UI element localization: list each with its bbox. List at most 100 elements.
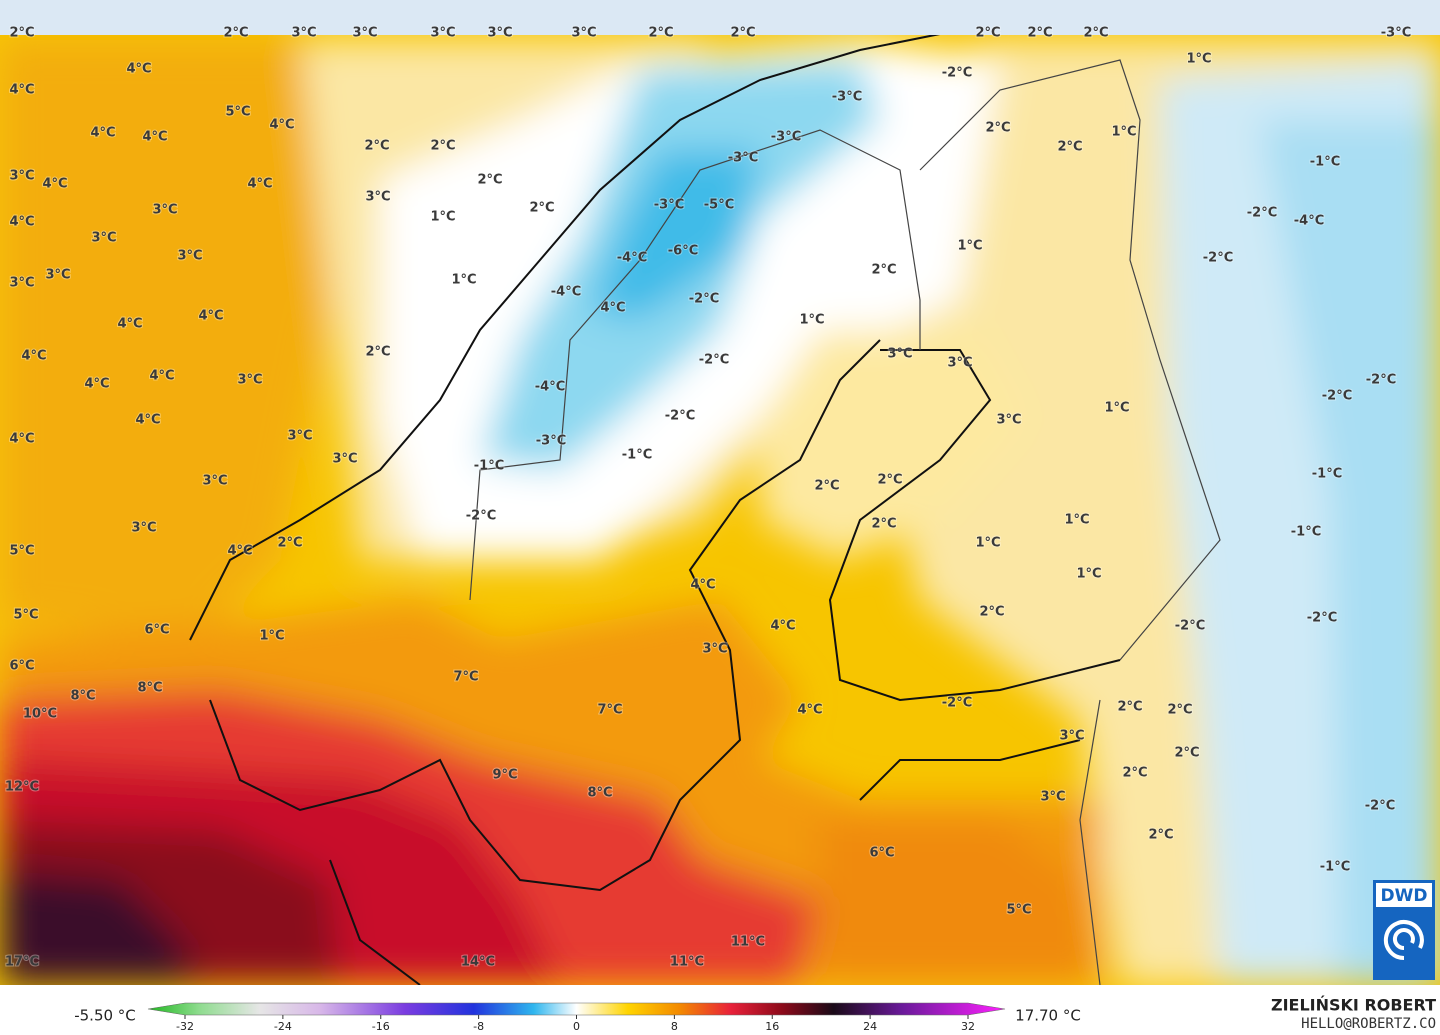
temperature-label: 8°C (587, 786, 612, 801)
temperature-label: 3°C (571, 26, 596, 41)
temperature-field (0, 0, 1440, 985)
temperature-label: 4°C (21, 349, 46, 364)
temperature-label: 2°C (985, 121, 1010, 136)
colorbar-tick-label: 0 (573, 1020, 580, 1033)
temperature-label: 3°C (45, 268, 70, 283)
temperature-label: 1°C (451, 273, 476, 288)
temperature-label: -2°C (942, 66, 972, 81)
temperature-label: 2°C (877, 473, 902, 488)
temperature-label: 2°C (477, 173, 502, 188)
colorbar-tick-label: -16 (372, 1020, 390, 1033)
colorbar-min: -5.50 °C (74, 1007, 136, 1025)
temperature-label: 2°C (277, 536, 302, 551)
temperature-label: 4°C (90, 126, 115, 141)
temperature-label: 1°C (1104, 401, 1129, 416)
temperature-label: 1°C (430, 210, 455, 225)
temperature-label: 3°C (996, 413, 1021, 428)
temperature-label: 3°C (702, 642, 727, 657)
temperature-label: 6°C (144, 623, 169, 638)
temperature-label: 3°C (9, 169, 34, 184)
temperature-label: -3°C (536, 434, 566, 449)
temperature-label: 6°C (9, 659, 34, 674)
temperature-label: 3°C (91, 231, 116, 246)
temperature-label: 5°C (1006, 903, 1031, 918)
colorbar-tick-label: -32 (176, 1020, 194, 1033)
temperature-label: -3°C (1381, 26, 1411, 41)
temperature-label: 5°C (225, 105, 250, 120)
temperature-label: -1°C (1312, 467, 1342, 482)
temperature-label: 3°C (202, 474, 227, 489)
colorbar-tick-label: -8 (473, 1020, 484, 1033)
dwd-logo: DWD (1373, 880, 1435, 980)
temperature-label: -1°C (1310, 155, 1340, 170)
temperature-label: 17°C (5, 955, 39, 970)
temperature-label: 2°C (814, 479, 839, 494)
temperature-label: 2°C (975, 26, 1000, 41)
logo-text: DWD (1381, 886, 1428, 906)
temperature-label: -1°C (1291, 525, 1321, 540)
temperature-label: 2°C (1117, 700, 1142, 715)
temperature-label: 3°C (291, 26, 316, 41)
temperature-label: 3°C (887, 347, 912, 362)
temperature-label: 10°C (23, 707, 57, 722)
temperature-label: -1°C (474, 459, 504, 474)
colorbar-max: 17.70 °C (1015, 1007, 1081, 1025)
colorbar-tick-label: 24 (863, 1020, 877, 1033)
temperature-label: 3°C (131, 521, 156, 536)
temperature-label: -2°C (1247, 206, 1277, 221)
temperature-label: 2°C (9, 26, 34, 41)
colorbar (147, 1002, 1006, 1016)
temperature-label: 2°C (871, 517, 896, 532)
temperature-label: 3°C (152, 203, 177, 218)
temperature-label: 4°C (142, 130, 167, 145)
temperature-label: 4°C (149, 369, 174, 384)
temperature-label: -3°C (654, 198, 684, 213)
temperature-label: -1°C (1320, 860, 1350, 875)
temperature-label: 1°C (975, 536, 1000, 551)
temperature-label: 3°C (352, 26, 377, 41)
temperature-label: 2°C (1174, 746, 1199, 761)
temperature-label: 5°C (13, 608, 38, 623)
temperature-label: 3°C (487, 26, 512, 41)
temperature-label: 4°C (770, 619, 795, 634)
temperature-label: 12°C (5, 780, 39, 795)
temperature-label: 2°C (1027, 26, 1052, 41)
temperature-label: 4°C (269, 118, 294, 133)
temperature-label: 4°C (247, 177, 272, 192)
temperature-label: 2°C (364, 139, 389, 154)
temperature-label: 14°C (461, 955, 495, 970)
temperature-label: -5°C (704, 198, 734, 213)
temperature-label: -2°C (1365, 799, 1395, 814)
temperature-label: 3°C (1059, 729, 1084, 744)
credit-email: HELLO@ROBERTZ.CO (1301, 1016, 1436, 1032)
temperature-label: -2°C (466, 509, 496, 524)
temperature-label: 2°C (730, 26, 755, 41)
temperature-label: -6°C (668, 244, 698, 259)
coastline (189, 29, 1121, 985)
temperature-label: 4°C (690, 578, 715, 593)
temperature-label: 4°C (84, 377, 109, 392)
temperature-label: 1°C (1111, 125, 1136, 140)
temperature-label: 1°C (799, 313, 824, 328)
borders (469, 59, 1221, 985)
temperature-label: 2°C (1083, 26, 1108, 41)
temperature-label: 3°C (947, 356, 972, 371)
temperature-label: -4°C (535, 380, 565, 395)
temperature-label: 9°C (492, 768, 517, 783)
temperature-labels: 2°C 2°C 3°C 3°C 3°C 3°C 3°C 2°C 2°C 2°C 2°C 2°C -3°C… (4, 25, 1412, 971)
temperature-label: -2°C (1366, 373, 1396, 388)
temperature-label: 1°C (1064, 513, 1089, 528)
temperature-label: 8°C (137, 681, 162, 696)
temperature-label: -4°C (1294, 214, 1324, 229)
temperature-label: 3°C (237, 373, 262, 388)
temperature-label: -4°C (617, 251, 647, 266)
temperature-label: 3°C (365, 190, 390, 205)
temperature-label: 2°C (365, 345, 390, 360)
temperature-label: 4°C (42, 177, 67, 192)
temperature-label: 4°C (135, 413, 160, 428)
temperature-label: -2°C (689, 292, 719, 307)
temperature-label: -3°C (728, 151, 758, 166)
temperature-label: 1°C (259, 629, 284, 644)
temperature-label: 4°C (9, 215, 34, 230)
